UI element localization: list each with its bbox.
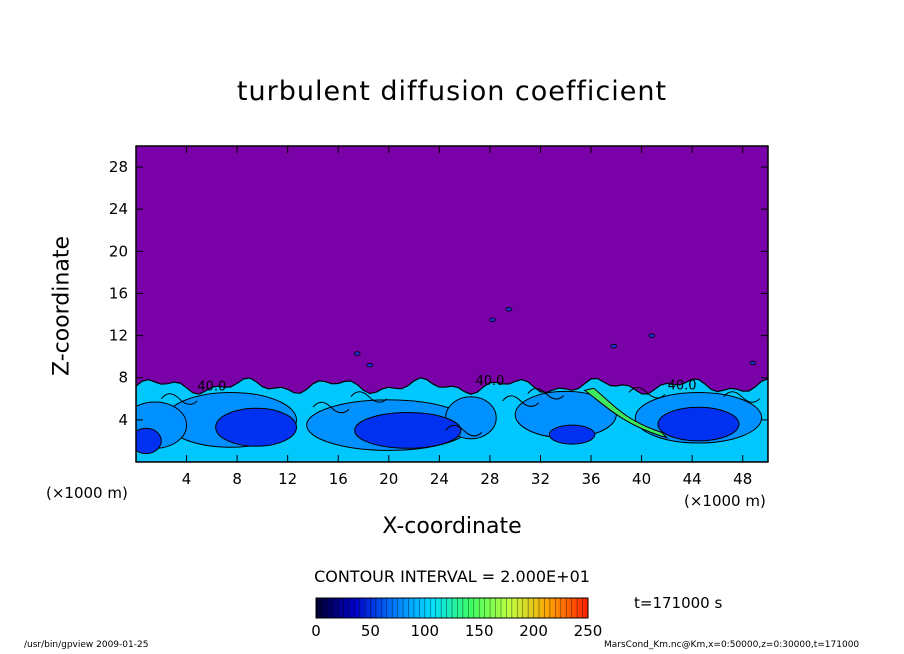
contour-line: [312, 401, 350, 414]
x-tick-label: 24: [430, 470, 449, 488]
y-tick-label: 16: [109, 284, 128, 302]
x-tick-label: 20: [379, 470, 398, 488]
x-axis-label: X-coordinate: [382, 514, 522, 539]
isolated-patch: [505, 307, 513, 312]
contour-line: [350, 391, 388, 403]
eddy-core: [215, 407, 298, 447]
isolated-patch: [749, 360, 757, 366]
isolated-patch: [489, 317, 496, 322]
heatmap-field: 40.0 40.0 40.0: [136, 146, 768, 462]
y-tick-label: 28: [109, 158, 128, 176]
high-diffusion-filament: [583, 387, 669, 439]
colorbar-tick-label: 0: [311, 622, 321, 640]
x-tick-label: 16: [329, 470, 348, 488]
x-tick-label: 28: [480, 470, 499, 488]
x-tick-label: 44: [683, 470, 702, 488]
chart-title: turbulent diffusion coefficient: [236, 76, 668, 107]
eddy-core: [548, 424, 596, 445]
contour-line: [160, 393, 198, 405]
x-unit-right: (×1000 m): [684, 492, 766, 510]
y-tick-label: 24: [109, 200, 128, 218]
contour-line: [723, 391, 761, 403]
colorbar-tick-label: 250: [574, 622, 603, 640]
colorbar-tick-label: 100: [410, 622, 439, 640]
x-unit-left: (×1000 m): [46, 484, 128, 502]
contour-label: 40.0: [668, 378, 697, 393]
x-tick-label: 8: [232, 470, 242, 488]
colorbar-tick-label: 200: [519, 622, 548, 640]
isolated-patch: [366, 362, 374, 368]
x-tick-label: 32: [531, 470, 550, 488]
y-tick-label: 12: [109, 327, 128, 345]
contour-line: [502, 395, 539, 407]
colorbar-tick-label: 150: [465, 622, 494, 640]
contour-interval: CONTOUR INTERVAL = 2.000E+01: [314, 567, 590, 586]
eddy-core: [136, 427, 162, 455]
contour-label: 40.0: [197, 379, 226, 394]
x-tick-label: 36: [581, 470, 600, 488]
contour-line: [527, 388, 565, 400]
footer-left: /usr/bin/gpview 2009-01-25: [24, 640, 149, 650]
x-tick-label: 12: [278, 470, 297, 488]
x-tick-label: 4: [182, 470, 192, 488]
eddy-core: [657, 406, 740, 442]
y-tick-label: 4: [118, 411, 128, 429]
y-tick-label: 8: [118, 369, 128, 387]
contour-line: [628, 386, 666, 399]
eddy-core: [354, 411, 462, 449]
isolated-patch: [648, 333, 656, 338]
colorbar-tick-label: 50: [361, 622, 380, 640]
isolated-patch: [353, 351, 361, 356]
colorbar: 0 50 100 150 200 250: [311, 597, 603, 640]
contour-label: 40.0: [475, 374, 504, 389]
plot-frame: [135, 145, 769, 463]
x-tick-label: 40: [632, 470, 651, 488]
footer-right: MarsCond_Km.nc@Km,x=0:50000,z=0:30000,t=…: [604, 640, 860, 650]
x-tick-label: 48: [733, 470, 752, 488]
isolated-patch: [610, 343, 618, 349]
contour-line: [445, 424, 483, 437]
time-label: t=171000 s: [634, 594, 723, 612]
y-tick-label: 20: [109, 242, 128, 260]
